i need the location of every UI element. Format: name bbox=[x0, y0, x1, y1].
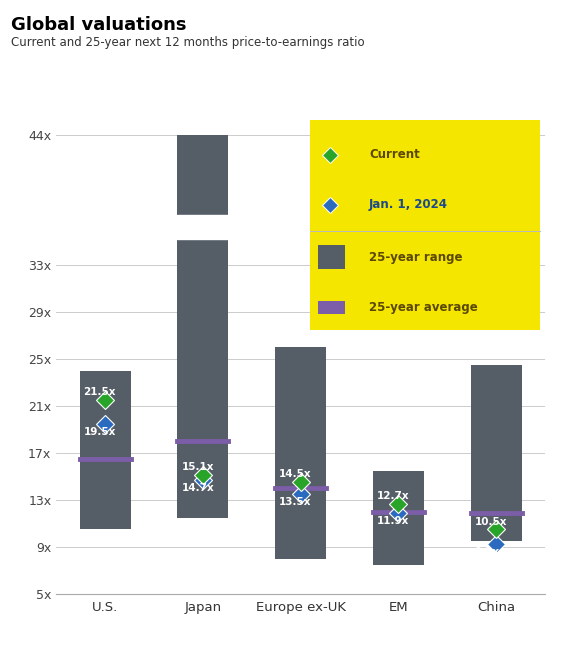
Text: 10.5x: 10.5x bbox=[475, 517, 507, 526]
Text: 11.9x: 11.9x bbox=[377, 516, 409, 526]
FancyBboxPatch shape bbox=[318, 246, 345, 269]
Text: 13.5x: 13.5x bbox=[279, 497, 312, 507]
Text: Current and 25-year next 12 months price-to-earnings ratio: Current and 25-year next 12 months price… bbox=[11, 36, 365, 49]
FancyBboxPatch shape bbox=[310, 120, 540, 330]
FancyBboxPatch shape bbox=[318, 300, 345, 314]
Text: Current: Current bbox=[369, 148, 420, 161]
Text: 21.5x: 21.5x bbox=[84, 387, 116, 397]
Bar bbox=[80, 371, 130, 530]
Bar bbox=[178, 135, 228, 215]
Text: Global valuations: Global valuations bbox=[11, 16, 187, 35]
Text: Jan. 1, 2024: Jan. 1, 2024 bbox=[369, 199, 448, 212]
Text: 12.7x: 12.7x bbox=[377, 490, 410, 501]
Bar bbox=[373, 471, 424, 565]
Text: 19.5x: 19.5x bbox=[84, 426, 116, 436]
Bar bbox=[471, 365, 522, 541]
Text: 9.3x: 9.3x bbox=[475, 547, 500, 556]
Text: 25-year average: 25-year average bbox=[369, 300, 478, 313]
Text: 14.7x: 14.7x bbox=[182, 483, 214, 493]
Text: 14.5x: 14.5x bbox=[279, 470, 312, 479]
Text: 25-year range: 25-year range bbox=[369, 251, 463, 264]
Text: 15.1x: 15.1x bbox=[182, 462, 214, 472]
Bar bbox=[275, 347, 326, 559]
Bar bbox=[178, 239, 228, 518]
